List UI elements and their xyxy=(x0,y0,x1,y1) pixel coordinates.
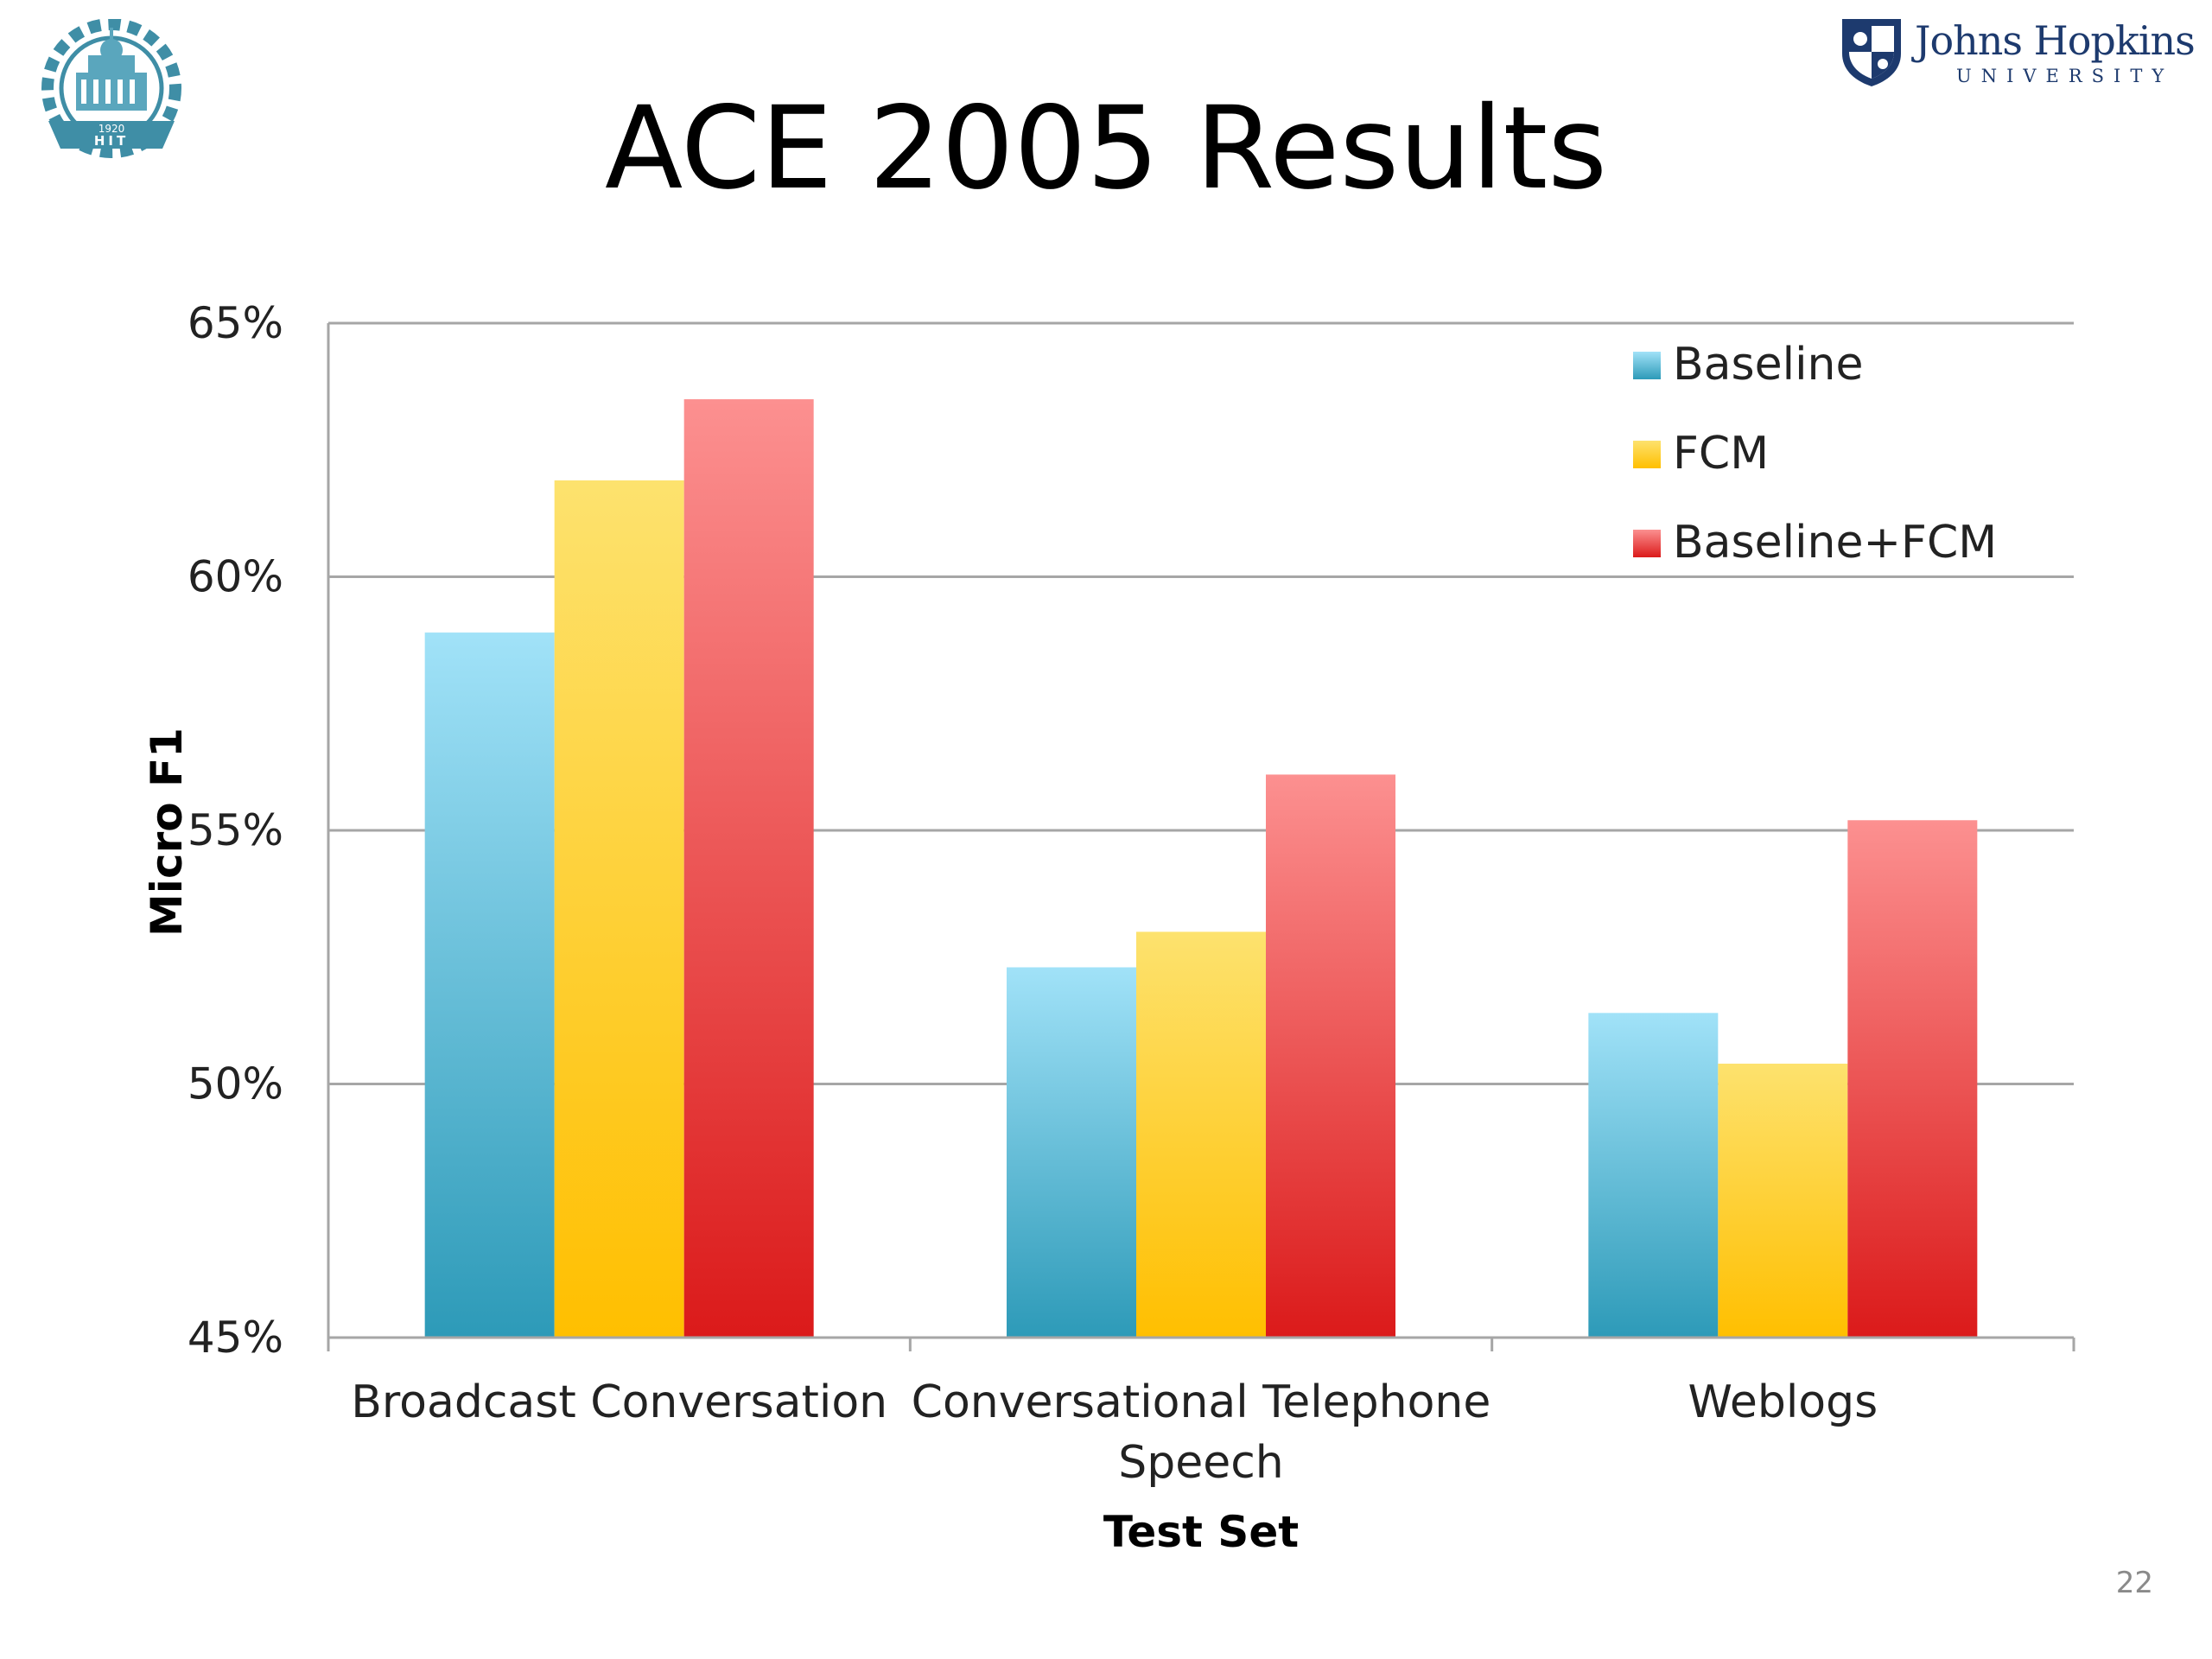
x-category-label: Weblogs xyxy=(1688,1376,1878,1428)
bar-baseline xyxy=(1588,1013,1719,1338)
legend-swatch xyxy=(1633,441,1661,468)
chart-bars xyxy=(424,399,1978,1338)
chart-legend: Baseline FCM Baseline+FCM xyxy=(1633,339,1997,569)
y-tick-label: 65% xyxy=(188,298,283,348)
jhu-shield-icon xyxy=(1842,19,1901,86)
bar-fcm xyxy=(1718,1064,1848,1338)
svg-text:HIT: HIT xyxy=(94,133,129,149)
bar-baseline xyxy=(424,632,555,1338)
x-axis-title: Test Set xyxy=(1103,1507,1299,1557)
bar-fcm xyxy=(1136,931,1266,1338)
chart-x-category-labels: Broadcast Conversation Conversational Tel… xyxy=(351,1376,1878,1489)
legend-swatch xyxy=(1633,352,1661,379)
chart-y-tick-labels: 45% 50% 55% 60% 65% xyxy=(188,298,283,1363)
bar-baseline-fcm xyxy=(683,399,814,1338)
bar-baseline-fcm xyxy=(1847,820,1978,1338)
jhu-name: Johns Hopkins xyxy=(1915,17,2196,64)
y-tick-label: 45% xyxy=(188,1313,283,1363)
legend-label: FCM xyxy=(1673,428,1769,480)
chart-axes xyxy=(327,323,2075,1351)
y-tick-label: 50% xyxy=(188,1059,283,1109)
page-number: 22 xyxy=(2115,1566,2153,1600)
svg-text:1920: 1920 xyxy=(99,123,125,135)
legend-swatch xyxy=(1633,530,1661,557)
hit-logo: 1920 HIT xyxy=(41,19,181,158)
bar-baseline xyxy=(1007,967,1136,1338)
x-category-label: Conversational Telephone Speech xyxy=(912,1376,1491,1489)
y-tick-label: 60% xyxy=(188,552,283,602)
bar-baseline-fcm xyxy=(1266,774,1395,1338)
slide-title: ACE 2005 Results xyxy=(604,82,1608,215)
jhu-logo: Johns Hopkins UNIVERSITY xyxy=(1837,14,2200,92)
y-tick-label: 55% xyxy=(188,805,283,855)
x-category-label: Broadcast Conversation xyxy=(351,1376,887,1428)
legend-label: Baseline+FCM xyxy=(1673,517,1997,569)
legend-label: Baseline xyxy=(1673,339,1863,391)
jhu-subtitle: UNIVERSITY xyxy=(1956,66,2174,86)
y-axis-title: Micro F1 xyxy=(142,728,192,937)
bar-fcm xyxy=(554,480,684,1338)
